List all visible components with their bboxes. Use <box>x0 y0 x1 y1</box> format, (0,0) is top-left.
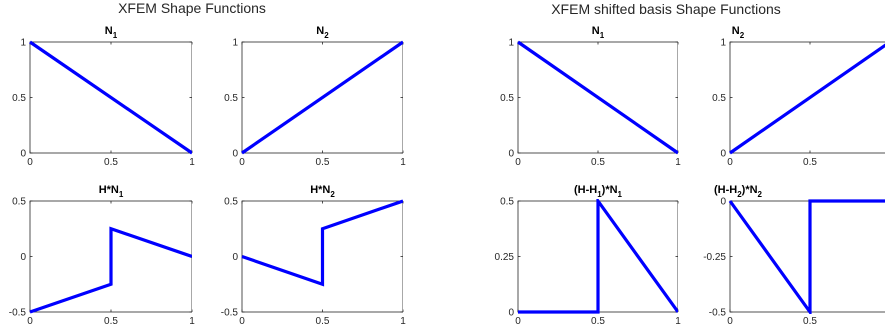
y-tick-label: 0 <box>720 197 726 208</box>
x-tick-label: 0.5 <box>316 157 330 168</box>
x-tick-label: 0 <box>727 157 733 168</box>
figure-title-right: XFEM shifted basis Shape Functions <box>551 1 781 17</box>
y-tick-label: 0.5 <box>12 197 26 208</box>
x-tick-label: 0.5 <box>803 316 817 327</box>
y-tick-label: 0.5 <box>224 93 238 104</box>
y-tick-label: -0.5 <box>709 308 727 319</box>
y-tick-label: 1 <box>20 38 26 49</box>
x-tick-label: 0.5 <box>803 157 817 168</box>
x-tick-label: 0.5 <box>104 157 118 168</box>
subplot-title: N1 <box>105 25 118 40</box>
x-tick-label: 0 <box>727 316 733 327</box>
series-line <box>728 199 885 314</box>
series-line <box>241 199 403 287</box>
y-tick-label: -0.5 <box>9 308 27 319</box>
y-tick-label: 1 <box>720 38 726 49</box>
x-tick-label: 0.5 <box>316 316 330 327</box>
series-line <box>729 43 885 155</box>
x-tick-label: 0 <box>515 316 521 327</box>
x-tick-label: 0.5 <box>591 157 605 168</box>
y-tick-label: 0.5 <box>224 197 238 208</box>
subplot-title: (H-H2)*N2 <box>714 184 763 199</box>
y-tick-label: 0 <box>508 149 514 160</box>
y-tick-label: -0.25 <box>703 252 726 263</box>
y-tick-label: 0 <box>508 308 514 319</box>
y-tick-label: 0 <box>720 149 726 160</box>
y-tick-label: 0.25 <box>495 252 515 263</box>
y-tick-label: 0.5 <box>12 93 26 104</box>
series-line <box>29 40 192 155</box>
y-tick-label: 0 <box>20 252 26 263</box>
y-tick-label: 0 <box>20 149 26 160</box>
subplot-8: 0 0.5-0.5-0.250(H-H2)*N2 <box>703 184 885 327</box>
subplot-title: N2 <box>732 25 745 40</box>
series-line <box>241 40 403 155</box>
x-tick-label: 1 <box>189 316 195 327</box>
subplot-4: 0 0.5 1-0.500.5H*N2 <box>221 184 406 327</box>
subplot-3: 0 0.5 1-0.500.5H*N1 <box>9 184 195 327</box>
subplot-2: 0 0.5 1 0 0.5 1 N2 <box>224 25 406 168</box>
series-line <box>29 226 192 314</box>
subplot-title: N1 <box>592 25 605 40</box>
y-tick-label: -0.5 <box>221 308 239 319</box>
subplot-1: 0 0.5 1 0 0.5 1 N1 <box>12 25 195 168</box>
subplot-title: H*N1 <box>99 184 124 199</box>
x-tick-label: 1 <box>189 157 195 168</box>
series-line <box>517 40 678 155</box>
x-tick-label: 1 <box>675 157 681 168</box>
figure-title-left: XFEM Shape Functions <box>118 0 266 16</box>
x-tick-label: 0 <box>239 157 245 168</box>
subplot-title: H*N2 <box>310 184 335 199</box>
y-tick-label: 1 <box>508 38 514 49</box>
subplot-title: N2 <box>316 25 329 40</box>
series-line <box>518 199 678 314</box>
y-tick-label: 1 <box>232 38 238 49</box>
subplot-5: 0 0.5 1 0 0.5 1 N1 <box>500 25 681 168</box>
x-tick-label: 0 <box>515 157 521 168</box>
subplot-6: 0 0.5 0 0.5 1 N2 <box>712 25 885 168</box>
y-tick-label: 0.5 <box>500 197 514 208</box>
subplot-7: 0 0.5 1 0 0.25 0.5 (H-H1)*N1 <box>495 184 682 327</box>
x-tick-label: 0 <box>27 157 33 168</box>
y-tick-label: 0.5 <box>500 93 514 104</box>
x-tick-label: 0 <box>27 316 33 327</box>
subplot-title: (H-H1)*N1 <box>574 184 623 199</box>
y-tick-label: 0 <box>232 252 238 263</box>
axes-box <box>729 200 885 313</box>
x-tick-label: 1 <box>675 316 681 327</box>
x-tick-label: 0.5 <box>591 316 605 327</box>
x-tick-label: 1 <box>400 157 406 168</box>
y-tick-label: 0 <box>232 149 238 160</box>
x-tick-label: 0.5 <box>104 316 118 327</box>
x-tick-label: 0 <box>239 316 245 327</box>
y-tick-label: 0.5 <box>712 93 726 104</box>
x-tick-label: 1 <box>400 316 406 327</box>
